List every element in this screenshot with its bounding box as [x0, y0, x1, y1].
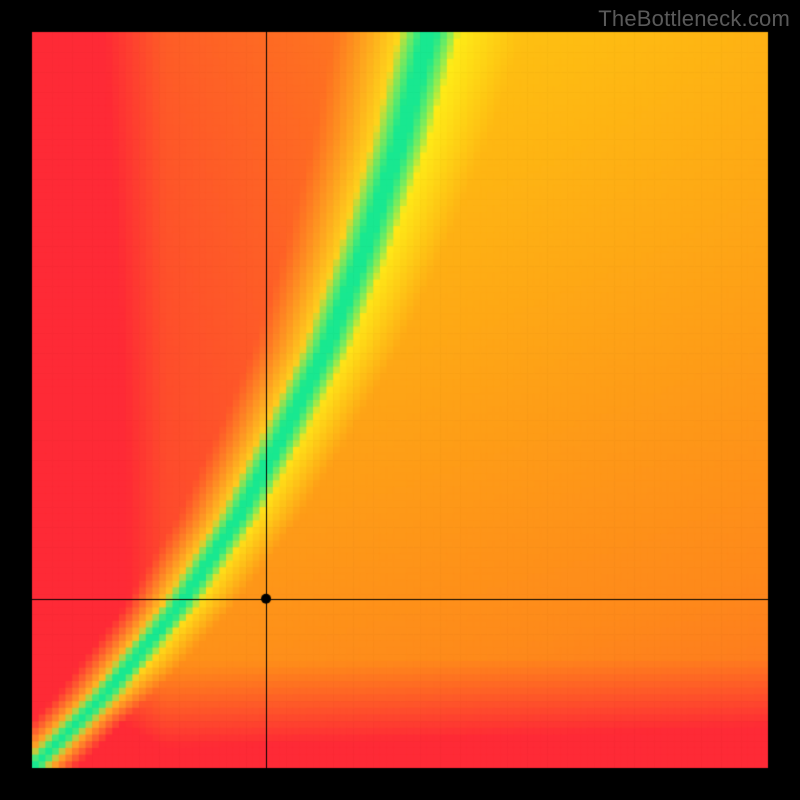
chart-container: { "watermark": "TheBottleneck.com", "cha…	[0, 0, 800, 800]
bottleneck-heatmap	[0, 0, 800, 800]
watermark-text: TheBottleneck.com	[598, 6, 790, 32]
